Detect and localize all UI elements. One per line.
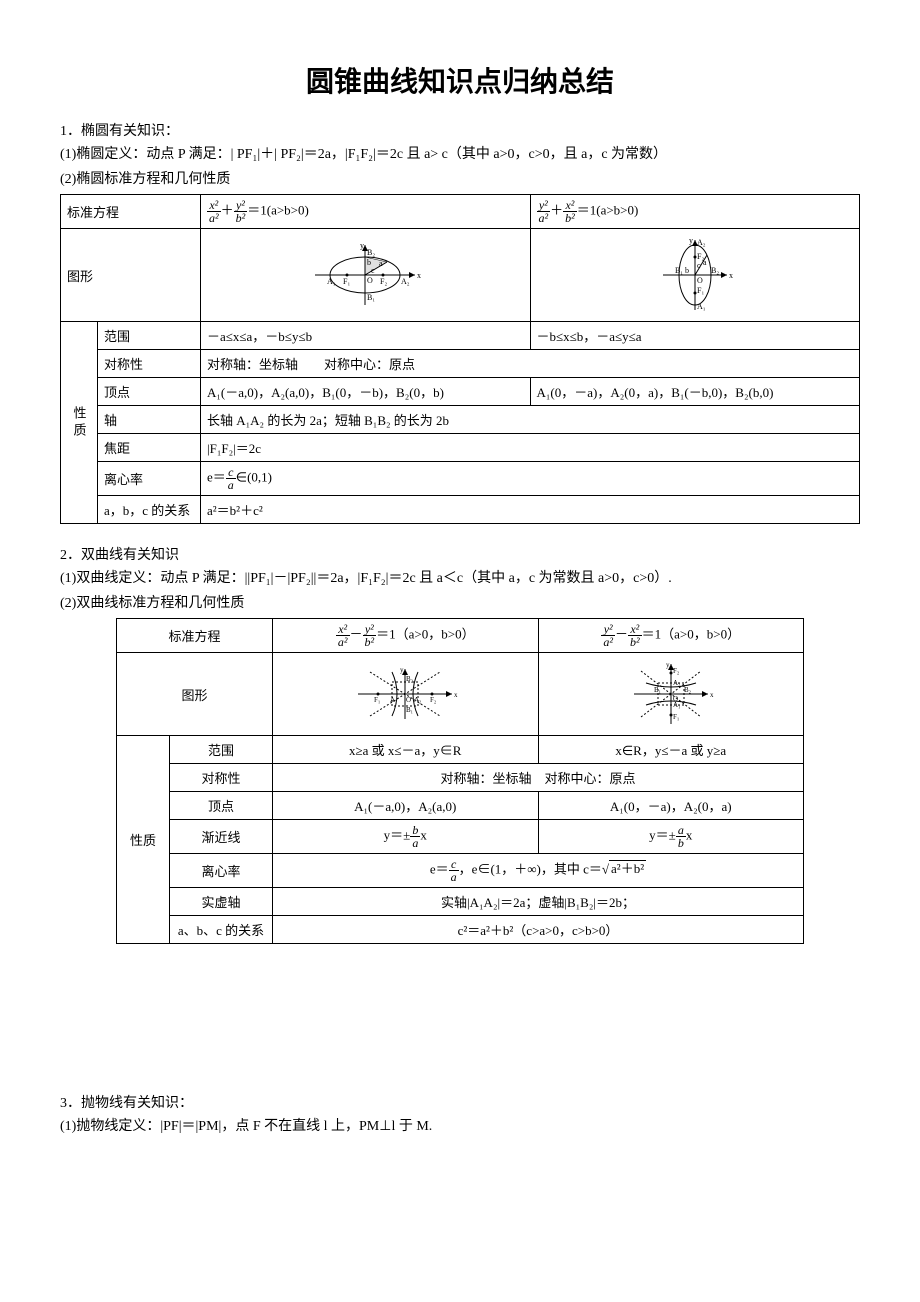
parabola-definition: (1)抛物线定义：|PF|＝|PM|，点 F 不在直线 l 上，PM⊥l 于 M…: [60, 1116, 860, 1137]
ellipse-eq-h: x²a²＋y²b²＝1(a>b>0): [201, 195, 531, 229]
ellipse-table: 标准方程 x²a²＋y²b²＝1(a>b>0) y²a²＋x²b²＝1(a>b>…: [60, 194, 860, 524]
hyper-eq-h: x²a²－y²b²＝1（a>0，b>0）: [273, 619, 539, 653]
svg-text:A₂: A₂: [697, 238, 706, 247]
h-range-label: 范围: [170, 736, 273, 764]
h-ecc-label: 离心率: [170, 854, 273, 888]
svg-text:A₂: A₂: [414, 696, 422, 704]
svg-text:B₁: B₁: [406, 706, 413, 714]
svg-text:F₁: F₁: [697, 286, 704, 295]
hyper-fig-h: F₁ F₂ A₁ A₂ B₂ B₁ O x y: [273, 653, 539, 736]
hyper-vertex-h: A₁(－a,0)，A₂(a,0): [273, 792, 539, 820]
svg-text:F₁: F₁: [343, 277, 350, 286]
ecc-label: 离心率: [98, 462, 201, 496]
svg-text:A₂: A₂: [401, 277, 410, 286]
svg-text:b: b: [685, 266, 689, 275]
ellipse-vertex-h: A₁(－a,0)，A₂(a,0)，B₁(0，－b)，B₂(0，b): [201, 378, 531, 406]
hyperbola-definition: (1)双曲线定义：动点 P 满足：||PF₁|－|PF₂||＝2a，|F₁F₂|…: [60, 568, 860, 589]
svg-text:b: b: [367, 258, 371, 267]
svg-text:y: y: [689, 236, 693, 245]
prop-label: 性质: [61, 322, 98, 524]
hyper-fig-v: F₂F₁ A₂A₁ B₁B₂ O xy: [538, 653, 804, 736]
svg-text:A₂: A₂: [673, 679, 681, 687]
hyper-sym: 对称轴：坐标轴 对称中心：原点: [273, 764, 804, 792]
svg-text:x: x: [710, 691, 714, 699]
vertex-label: 顶点: [98, 378, 201, 406]
svg-text:x: x: [417, 271, 421, 280]
rel-label: a，b，c 的关系: [98, 496, 201, 524]
ellipse-rel: a²＝b²＋c²: [201, 496, 860, 524]
ellipse-focal: |F₁F₂|＝2c: [201, 434, 860, 462]
svg-text:A₁: A₁: [327, 277, 336, 286]
axis-label: 轴: [98, 406, 201, 434]
svg-text:B₂: B₂: [406, 675, 414, 683]
ellipse-eq-v: y²a²＋x²b²＝1(a>b>0): [530, 195, 860, 229]
svg-text:A₁: A₁: [390, 696, 398, 704]
hyper-ecc: e＝ca，e∈(1，＋∞)，其中 c＝√a²＋b²: [273, 854, 804, 888]
svg-text:a: a: [703, 258, 707, 267]
sym-label: 对称性: [98, 350, 201, 378]
hyper-asym-h: y＝±bax: [273, 820, 539, 854]
h-vertex-label: 顶点: [170, 792, 273, 820]
h-rel-label: a、b、c 的关系: [170, 916, 273, 944]
svg-text:F₂: F₂: [430, 696, 437, 704]
h-prop-label: 性质: [117, 736, 170, 944]
hyper-vertex-v: A₁(0，－a)，A₂(0，a): [538, 792, 804, 820]
svg-text:O: O: [673, 695, 678, 703]
svg-text:B₁: B₁: [367, 293, 375, 302]
section1-heading: 1．椭圆有关知识：: [60, 120, 860, 140]
svg-text:x: x: [454, 691, 458, 699]
svg-text:F₁: F₁: [374, 696, 380, 704]
h-std-label: 标准方程: [117, 619, 273, 653]
svg-text:y: y: [360, 241, 364, 250]
svg-text:x: x: [729, 271, 733, 280]
svg-text:O: O: [367, 276, 373, 285]
ellipse-range-h: －a≤x≤a，－b≤y≤b: [201, 322, 531, 350]
hyper-rv: 实轴|A₁A₂|＝2a；虚轴|B₁B₂|＝2b；: [273, 888, 804, 916]
ellipse-sub2: (2)椭圆标准方程和几何性质: [60, 169, 860, 190]
h-rv-label: 实虚轴: [170, 888, 273, 916]
svg-text:a: a: [379, 259, 383, 268]
svg-text:c: c: [371, 266, 375, 275]
ellipse-fig-h: A₁ A₂ B₂ B₁ F₁ F₂ Oc ba x y: [201, 229, 531, 322]
section3-heading: 3．抛物线有关知识：: [60, 1092, 860, 1112]
range-label: 范围: [98, 322, 201, 350]
svg-text:O: O: [697, 276, 703, 285]
h-asym-label: 渐近线: [170, 820, 273, 854]
section2-heading: 2．双曲线有关知识: [60, 544, 860, 564]
ellipse-fig-v: A₂A₁ B₁B₂ F₂F₁ O bca xy: [530, 229, 860, 322]
svg-text:A₁: A₁: [697, 302, 706, 311]
svg-text:c: c: [697, 261, 701, 270]
svg-text:B₁: B₁: [675, 266, 683, 275]
svg-text:y: y: [666, 661, 670, 669]
focal-label: 焦距: [98, 434, 201, 462]
ellipse-ecc: e＝ca∈(0,1): [201, 462, 860, 496]
ellipse-vertex-v: A₁(0，－a)，A₂(0，a)，B₁(－b,0)，B₂(b,0): [530, 378, 860, 406]
hyperbola-sub2: (2)双曲线标准方程和几何性质: [60, 593, 860, 614]
hyper-asym-v: y＝±abx: [538, 820, 804, 854]
ellipse-range-v: －b≤x≤b，－a≤y≤a: [530, 322, 860, 350]
ellipse-sym: 对称轴：坐标轴 对称中心：原点: [201, 350, 860, 378]
svg-text:F₂: F₂: [673, 667, 680, 675]
hyper-rel: c²＝a²＋b²（c>a>0，c>b>0）: [273, 916, 804, 944]
h-sym-label: 对称性: [170, 764, 273, 792]
h-shape-label: 图形: [117, 653, 273, 736]
svg-text:y: y: [400, 666, 404, 674]
hyper-range-v: x∈R，y≤－a 或 y≥a: [538, 736, 804, 764]
svg-text:O: O: [406, 696, 411, 704]
ellipse-axis: 长轴 A₁A₂ 的长为 2a；短轴 B₁B₂ 的长为 2b: [201, 406, 860, 434]
hyper-eq-v: y²a²－x²b²＝1（a>0，b>0）: [538, 619, 804, 653]
svg-text:F₁: F₁: [673, 713, 679, 721]
std-eq-label: 标准方程: [61, 195, 201, 229]
svg-text:B₂: B₂: [367, 248, 375, 257]
page-title: 圆锥曲线知识点归纳总结: [60, 60, 860, 100]
svg-text:B₂: B₂: [711, 266, 719, 275]
svg-text:B₂: B₂: [684, 686, 692, 694]
hyper-range-h: x≥a 或 x≤－a，y∈R: [273, 736, 539, 764]
svg-text:B₁: B₁: [654, 686, 661, 694]
shape-label: 图形: [61, 229, 201, 322]
ellipse-definition: (1)椭圆定义：动点 P 满足：| PF₁|＋| PF₂|＝2a，|F₁F₂|＝…: [60, 144, 860, 165]
hyperbola-table: 标准方程 x²a²－y²b²＝1（a>0，b>0） y²a²－x²b²＝1（a>…: [116, 618, 804, 944]
svg-text:F₂: F₂: [380, 277, 387, 286]
